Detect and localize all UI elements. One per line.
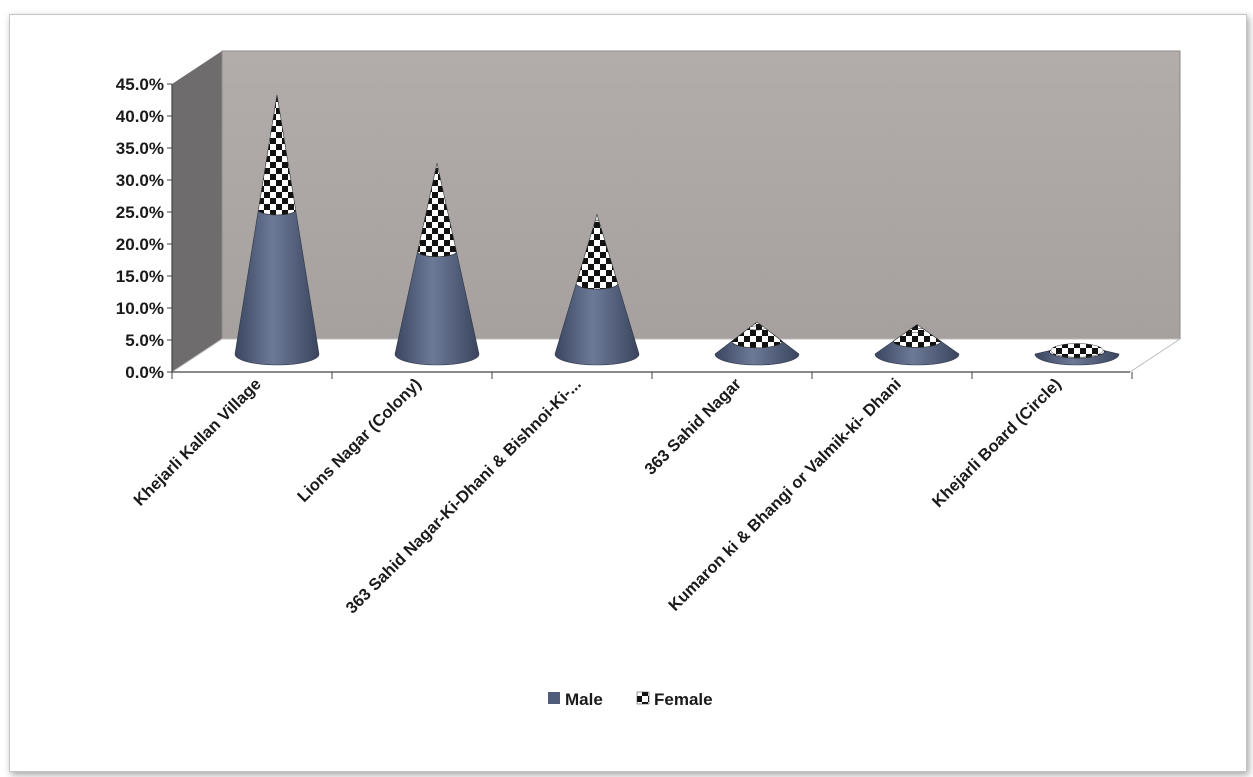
chart-walls [170, 50, 1182, 373]
value-axis: 0.0% 5.0% 10.0% 15.0% 20.0% 25.0% 30.0% 35.0% 40… [116, 75, 1133, 382]
legend-label-female: Female [654, 690, 713, 709]
bar-female-cap [435, 168, 439, 170]
x-category-label: 363 Sahid Nagar [641, 375, 745, 479]
y-tick-label: 25.0% [116, 203, 164, 222]
legend-label-male: Male [565, 690, 603, 709]
bar-female-cap [594, 219, 600, 222]
legend: Male Female [548, 690, 713, 709]
floor [170, 338, 1182, 373]
bar-female-cap [1050, 343, 1104, 358]
y-tick-label: 15.0% [116, 267, 164, 286]
legend-swatch-male [548, 692, 560, 704]
y-tick-label: 40.0% [116, 107, 164, 126]
y-tick-label: 20.0% [116, 235, 164, 254]
x-category-label: Lions Nagar (Colony) [294, 375, 425, 506]
bar-female [575, 213, 619, 290]
back-wall [221, 50, 1181, 340]
category-axis: Khejarli Kallan Village Lions Nagar (Colo… [130, 375, 1064, 618]
bar-female [258, 94, 296, 216]
legend-swatch-female [636, 691, 650, 705]
y-tick-label: 45.0% [116, 75, 164, 94]
bar-female-cap [908, 328, 926, 334]
side-wall [172, 51, 222, 372]
y-tick-label: 5.0% [125, 331, 164, 350]
bar-female-cap [275, 100, 279, 102]
x-category-label: Khejarli Kallan Village [130, 375, 264, 509]
y-tick-label: 0.0% [125, 363, 164, 382]
plot-area [234, 94, 1120, 366]
x-category-label: Khejarli Board (Circle) [929, 375, 1065, 511]
bar-female [417, 163, 457, 257]
y-tick-label: 35.0% [116, 139, 164, 158]
y-tick-label: 10.0% [116, 299, 164, 318]
y-tick-label: 30.0% [116, 171, 164, 190]
bar-female [892, 324, 942, 348]
bar-female [731, 321, 783, 349]
bar-female-cap [748, 325, 766, 331]
